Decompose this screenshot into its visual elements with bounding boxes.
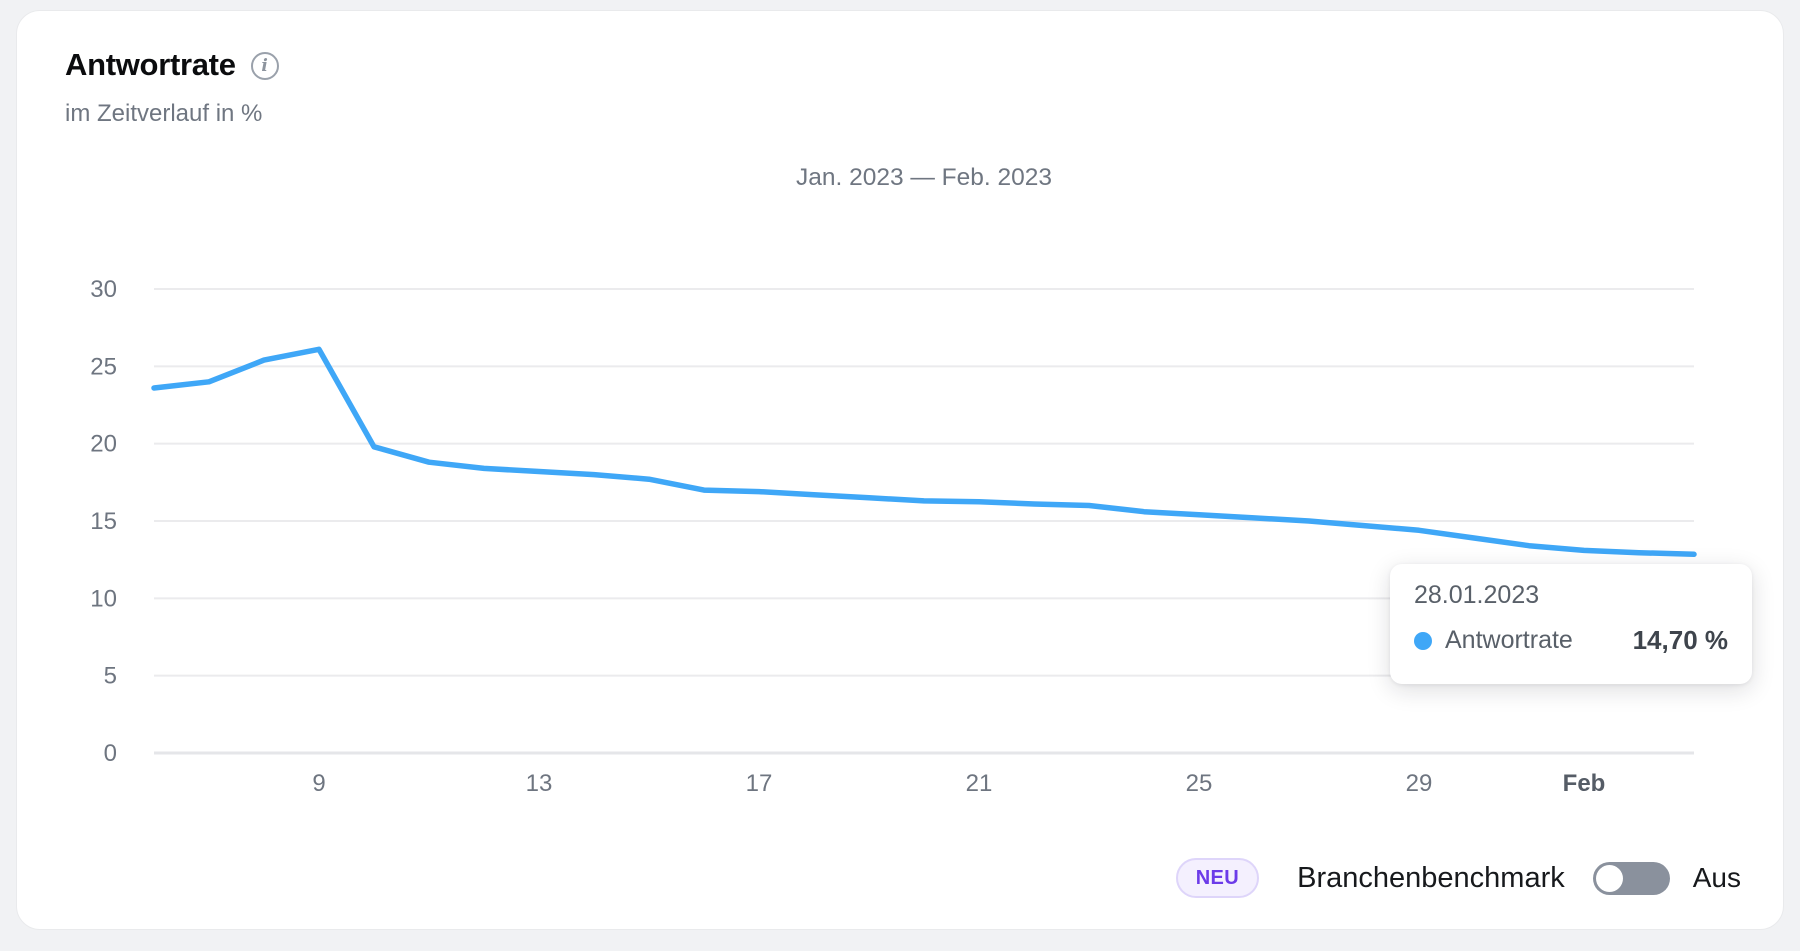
- toggle-state-label: Aus: [1692, 862, 1741, 893]
- series-dot-icon: [1414, 631, 1432, 650]
- line-chart[interactable]: 30 25 20 15 10 5 0 9 13 17 21 25 29 Feb: [17, 11, 1800, 951]
- benchmark-toggle[interactable]: [1592, 861, 1670, 895]
- y-axis-label: 20: [90, 431, 117, 458]
- x-axis-label: 13: [526, 770, 553, 797]
- tooltip-value: 14,70 %: [1632, 625, 1728, 655]
- new-badge: NEU: [1175, 858, 1260, 898]
- x-axis-label: 9: [312, 770, 325, 797]
- y-axis-label: 10: [90, 585, 117, 612]
- benchmark-control-row: NEU Branchenbenchmark Aus: [1175, 856, 1741, 900]
- x-axis-label: 17: [746, 770, 773, 797]
- y-axis-label: 0: [104, 740, 117, 767]
- card-header: Antwortrate i im Zeitverlauf in %: [65, 47, 279, 128]
- x-axis-label: 29: [1406, 770, 1433, 797]
- x-axis-label: Feb: [1563, 770, 1606, 797]
- y-axis-label: 25: [90, 353, 117, 380]
- card-subtitle: im Zeitverlauf in %: [65, 100, 263, 127]
- toggle-knob: [1595, 864, 1623, 892]
- chart-card: Antwortrate i im Zeitverlauf in % Jan. 2…: [16, 10, 1784, 930]
- benchmark-label: Branchenbenchmark: [1297, 861, 1565, 894]
- y-axis-label: 15: [90, 508, 117, 535]
- chart-range-title: Jan. 2023 — Feb. 2023: [795, 164, 1053, 191]
- tooltip-date: 28.01.2023: [1414, 581, 1540, 609]
- data-line-antwortrate: [151, 346, 1697, 558]
- info-icon[interactable]: i: [250, 52, 279, 80]
- y-axis-label: 5: [104, 663, 117, 690]
- chart-tooltip: 28.01.2023 Antwortrate 14,70 %: [1390, 564, 1752, 684]
- y-axis-label: 30: [90, 276, 117, 303]
- page-title: Antwortrate: [65, 47, 236, 82]
- x-axis-label: 25: [1186, 770, 1213, 797]
- x-axis-label: 21: [966, 770, 993, 797]
- tooltip-series-label: Antwortrate: [1445, 626, 1573, 654]
- info-icon-glyph: i: [261, 56, 268, 76]
